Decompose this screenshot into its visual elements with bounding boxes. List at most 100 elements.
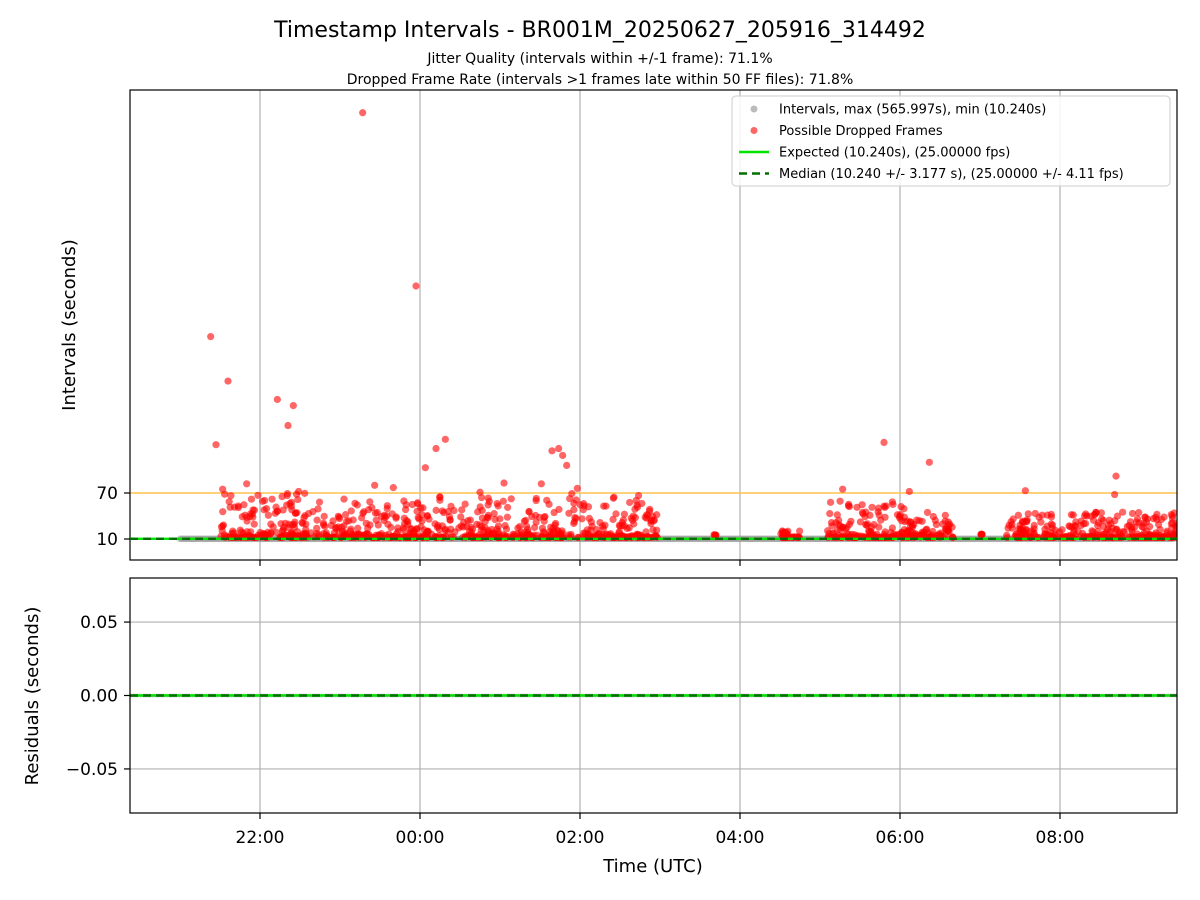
dropped-frame-point bbox=[314, 505, 322, 513]
dropped-frame-point bbox=[260, 506, 268, 514]
dropped-frame-point bbox=[1133, 515, 1142, 523]
dropped-frame-point bbox=[925, 458, 933, 466]
legend-entry: Possible Dropped Frames bbox=[750, 124, 943, 139]
dropped-frame-point bbox=[272, 528, 281, 537]
x-ticks: 22:00 00:00 02:00 04:00 06:00 08:00 bbox=[236, 560, 1085, 848]
legend-marker bbox=[750, 127, 758, 134]
dropped-frame-point bbox=[354, 524, 362, 532]
dropped-frame-point bbox=[865, 528, 873, 536]
dropped-frame-point bbox=[923, 508, 932, 517]
chart-subtitle-jitter: Jitter Quality (intervals within +/-1 fr… bbox=[426, 51, 772, 67]
dropped-frame-point bbox=[279, 506, 287, 514]
dropped-frame-point bbox=[521, 528, 529, 536]
dropped-frame-point bbox=[889, 500, 897, 509]
dropped-frame-point bbox=[400, 497, 408, 505]
dropped-frame-point bbox=[530, 523, 539, 532]
dropped-frame-point bbox=[1105, 516, 1113, 524]
dropped-frame-point bbox=[509, 530, 517, 538]
dropped-frame-point bbox=[1071, 522, 1079, 530]
dropped-frame-point bbox=[847, 517, 855, 525]
legend-label: Intervals, max (565.997s), min (10.240s) bbox=[779, 103, 1046, 118]
y-tick-label: −0.05 bbox=[66, 760, 118, 780]
dropped-frame-point bbox=[1077, 517, 1085, 525]
dropped-frame-point bbox=[1128, 509, 1137, 518]
dropped-frame-point bbox=[371, 481, 379, 489]
legend-label: Median (10.240 +/- 3.177 s), (25.00000 +… bbox=[779, 167, 1124, 182]
chart-subtitle-dropped: Dropped Frame Rate (intervals >1 frames … bbox=[347, 72, 854, 88]
dropped-frame-point bbox=[219, 521, 228, 529]
dropped-frame-point bbox=[480, 526, 488, 534]
dropped-frame-point bbox=[290, 523, 299, 532]
dropped-frame-point bbox=[626, 498, 634, 507]
dropped-frame-point bbox=[623, 524, 631, 533]
dropped-frame-point bbox=[307, 529, 315, 537]
chart-title: Timestamp Intervals - BR001M_20250627_20… bbox=[273, 18, 926, 43]
dropped-frame-point bbox=[384, 520, 392, 528]
dropped-frame-point bbox=[283, 491, 291, 500]
dropped-frame-point bbox=[1089, 516, 1098, 524]
dropped-frame-point bbox=[1099, 522, 1107, 531]
dropped-frame-point bbox=[1142, 518, 1150, 526]
dropped-frame-point bbox=[1170, 530, 1177, 538]
legend-entry: Expected (10.240s), (25.00000 fps) bbox=[739, 146, 1010, 161]
dropped-frame-point bbox=[1157, 515, 1166, 523]
dropped-frame-point bbox=[347, 507, 355, 515]
dropped-frame-point bbox=[839, 523, 847, 532]
dropped-frame-point bbox=[918, 517, 926, 525]
dropped-frame-point bbox=[585, 514, 593, 522]
dropped-frame-point bbox=[578, 515, 586, 523]
dropped-frame-point bbox=[432, 444, 440, 453]
dropped-frame-point bbox=[931, 516, 939, 525]
dropped-frame-point bbox=[874, 504, 883, 512]
dropped-frame-point bbox=[313, 524, 321, 532]
x-tick-label: 08:00 bbox=[1036, 828, 1085, 848]
dropped-frame-point bbox=[1111, 490, 1119, 499]
dropped-frame-point bbox=[532, 496, 540, 505]
dropped-frame-point bbox=[419, 504, 427, 512]
dropped-frame-point bbox=[796, 527, 804, 535]
residuals-y-axis-label: Residuals (seconds) bbox=[22, 607, 43, 786]
dropped-frame-point bbox=[243, 480, 251, 488]
y-tick-label: 0.00 bbox=[80, 687, 118, 707]
dropped-frame-point bbox=[618, 518, 626, 527]
dropped-frame-point bbox=[1008, 520, 1016, 529]
dropped-frame-point bbox=[633, 530, 641, 538]
dropped-frame-point bbox=[1168, 514, 1177, 522]
dropped-frame-point bbox=[563, 461, 571, 469]
dropped-frame-point bbox=[301, 489, 309, 497]
dropped-frame-point bbox=[300, 514, 308, 522]
x-tick-label: 04:00 bbox=[716, 828, 765, 848]
dropped-frame-point bbox=[247, 528, 255, 536]
dropped-frame-point bbox=[273, 395, 281, 404]
dropped-frame-point bbox=[609, 515, 617, 523]
dropped-frame-point bbox=[824, 527, 832, 535]
dropped-frame-point bbox=[341, 511, 350, 519]
dropped-frame-point bbox=[466, 516, 475, 524]
dropped-frame-point bbox=[351, 499, 359, 507]
dropped-frame-point bbox=[366, 498, 374, 506]
dropped-frame-point bbox=[570, 506, 578, 514]
dropped-frame-point bbox=[433, 523, 442, 532]
dropped-frame-point bbox=[826, 498, 835, 506]
dropped-frame-point bbox=[514, 524, 522, 532]
dropped-frame-point bbox=[475, 531, 483, 539]
dropped-frame-point bbox=[491, 515, 499, 524]
dropped-frame-point bbox=[903, 528, 911, 536]
dropped-frame-point bbox=[299, 519, 307, 528]
dropped-frame-point bbox=[476, 488, 484, 496]
dropped-frame-point bbox=[354, 531, 362, 539]
dropped-frame-point bbox=[461, 500, 469, 508]
dropped-frame-point bbox=[360, 508, 368, 516]
dropped-frame-point bbox=[853, 503, 861, 511]
intervals-y-ticks: 10 70 bbox=[96, 484, 130, 550]
dropped-frame-point bbox=[1082, 510, 1090, 518]
dropped-frame-point bbox=[226, 503, 234, 511]
dropped-frame-point bbox=[254, 491, 262, 499]
dropped-frame-point bbox=[258, 497, 267, 505]
dropped-frame-point bbox=[1031, 509, 1039, 518]
dropped-frame-point bbox=[345, 517, 353, 525]
dropped-frame-point bbox=[413, 507, 421, 515]
dropped-frame-point bbox=[941, 517, 949, 525]
dropped-frame-point bbox=[573, 484, 581, 492]
dropped-frame-point bbox=[207, 333, 215, 341]
